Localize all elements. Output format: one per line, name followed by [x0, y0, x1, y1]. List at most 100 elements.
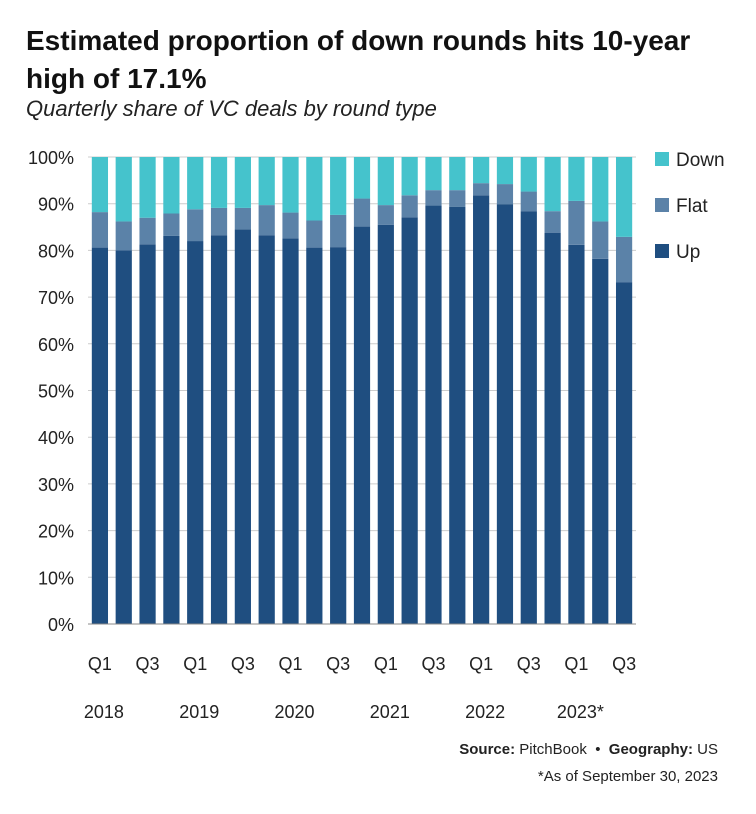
x-tick-label: Q3: [517, 654, 541, 674]
bar-up-segment: [282, 238, 299, 624]
bar-flat-segment: [425, 190, 442, 206]
bar-flat-segment: [210, 207, 228, 236]
bar-down-segment: [91, 157, 109, 213]
chart-title: Estimated proportion of down rounds hits…: [26, 25, 691, 94]
bar-flat-segment: [449, 190, 466, 207]
bar-up-segment: [496, 204, 514, 624]
footnote: *As of September 30, 2023: [537, 768, 718, 785]
bar-down-segment: [401, 157, 418, 196]
bar-up-segment: [163, 235, 180, 624]
x-tick-label: Q3: [421, 654, 445, 674]
bar-down-segment: [282, 157, 299, 213]
bar-down-segment: [592, 157, 609, 222]
y-tick-label: 60%: [38, 335, 74, 355]
bar-up-segment: [568, 244, 585, 624]
bar-down-segment: [306, 157, 323, 221]
bar-down-segment: [139, 157, 156, 218]
legend: Down Flat Up: [655, 150, 725, 263]
bar-down-segment: [544, 157, 561, 212]
bar-up-segment: [425, 205, 442, 624]
x-tick-label: Q1: [374, 654, 398, 674]
bar-down-segment: [330, 157, 347, 215]
bar-down-segment: [449, 157, 466, 191]
bar-up-segment: [91, 247, 109, 624]
bar-up-segment: [330, 247, 347, 625]
bar-flat-segment: [496, 184, 514, 205]
bars: [91, 157, 633, 625]
x-tick-label: Q1: [88, 654, 112, 674]
bar-flat-segment: [520, 191, 537, 212]
bar-flat-segment: [115, 221, 132, 251]
x-tick-label: Q1: [279, 654, 303, 674]
bar-flat-segment: [544, 211, 561, 233]
y-tick-label: 90%: [38, 195, 74, 215]
bar-up-segment: [544, 232, 561, 624]
bar-up-segment: [139, 244, 156, 624]
bar-up-segment: [187, 241, 204, 624]
bar-down-segment: [115, 157, 132, 222]
bar-up-segment: [234, 229, 251, 624]
y-axis: 0% 10% 20% 30% 40% 50% 60% 70% 80% 90% 100%: [28, 148, 74, 635]
year-label: 2022: [465, 702, 505, 722]
year-label: 2020: [274, 702, 314, 722]
bar-flat-segment: [282, 212, 299, 239]
y-tick-label: 20%: [38, 522, 74, 542]
bar-down-segment: [473, 157, 490, 184]
bar-down-segment: [210, 157, 228, 208]
bar-up-segment: [306, 247, 323, 624]
bar-down-segment: [425, 157, 442, 191]
bar-flat-segment: [353, 198, 371, 227]
bar-down-segment: [496, 157, 514, 185]
bar-up-segment: [353, 226, 371, 624]
year-label: 2023*: [557, 702, 604, 722]
x-tick-label: Q3: [231, 654, 255, 674]
bar-flat-segment: [91, 212, 109, 248]
chart-subtitle: Quarterly share of VC deals by round typ…: [26, 96, 437, 121]
bar-up-segment: [115, 250, 132, 624]
bar-flat-segment: [306, 220, 323, 248]
stacked-bar-chart: 0% 10% 20% 30% 40% 50% 60% 70% 80% 90% 100% Q1 2018…: [28, 148, 725, 722]
bar-flat-segment: [473, 183, 490, 196]
y-tick-label: 30%: [38, 475, 74, 495]
bar-up-segment: [615, 282, 633, 624]
bar-up-segment: [449, 206, 466, 624]
y-tick-label: 40%: [38, 428, 74, 448]
x-tick-label: Q1: [183, 654, 207, 674]
y-tick-label: 50%: [38, 382, 74, 402]
source-label: Source:: [459, 741, 516, 758]
legend-swatch-down: [655, 152, 669, 166]
bar-down-segment: [568, 157, 585, 201]
separator: •: [595, 741, 601, 758]
bar-down-segment: [258, 157, 275, 206]
year-label: 2018: [84, 702, 124, 722]
bar-down-segment: [353, 157, 371, 199]
year-label: 2019: [179, 702, 219, 722]
bar-flat-segment: [258, 205, 275, 236]
y-tick-label: 0%: [48, 615, 74, 635]
bar-flat-segment: [615, 236, 633, 283]
legend-label-flat: Flat: [676, 196, 708, 217]
x-axis: Q1 2018 Q3 Q1 2019 Q3 Q1 2020 Q3 Q1 2021 Q3 Q1 2022 Q3…: [84, 623, 636, 722]
bar-down-segment: [163, 157, 180, 214]
bar-up-segment: [258, 235, 275, 624]
bar-flat-segment: [187, 209, 204, 242]
bar-up-segment: [377, 224, 394, 624]
x-tick-label: Q3: [612, 654, 636, 674]
source-value: PitchBook: [519, 741, 587, 758]
bar-up-segment: [592, 258, 609, 624]
year-label: 2021: [370, 702, 410, 722]
legend-label-up: Up: [676, 242, 700, 263]
bar-up-segment: [210, 235, 228, 624]
legend-label-down: Down: [676, 150, 725, 171]
bar-flat-segment: [163, 213, 180, 236]
x-tick-label: Q1: [469, 654, 493, 674]
bar-flat-segment: [234, 207, 251, 230]
x-tick-label: Q3: [326, 654, 350, 674]
bar-down-segment: [187, 157, 204, 210]
bar-flat-segment: [592, 221, 609, 259]
geography-value: US: [697, 741, 718, 758]
bar-flat-segment: [139, 217, 156, 245]
bar-down-segment: [615, 157, 633, 237]
x-tick-label: Q3: [136, 654, 160, 674]
bar-flat-segment: [568, 200, 585, 245]
